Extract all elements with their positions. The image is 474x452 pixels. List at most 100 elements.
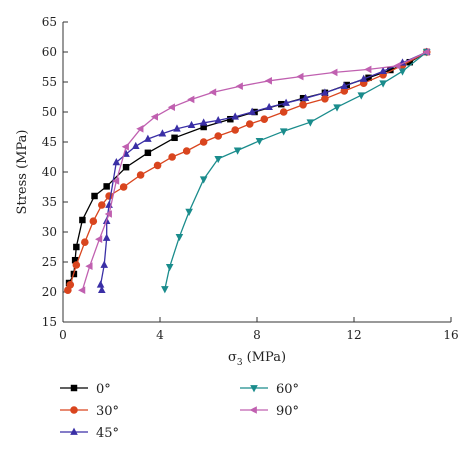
data-point: [73, 243, 80, 251]
data-point: [199, 138, 208, 146]
x-axis-label-symbol: σ: [228, 350, 237, 365]
data-point: [208, 88, 217, 96]
data-point: [103, 183, 110, 190]
data-point: [260, 115, 269, 123]
legend-label: 30°: [96, 404, 119, 419]
data-point: [119, 183, 128, 191]
data-point: [79, 216, 86, 224]
chart-series: [64, 47, 431, 295]
data-point: [173, 124, 181, 132]
x-tick-label: 16: [443, 328, 458, 342]
data-point: [136, 171, 145, 179]
legend-marker: [249, 406, 257, 414]
data-point: [144, 134, 152, 142]
data-point: [199, 118, 208, 126]
data-point: [168, 153, 176, 161]
data-point: [255, 137, 264, 146]
data-point: [282, 98, 290, 106]
data-point: [121, 143, 129, 151]
data-point: [398, 68, 407, 76]
x-tick-label: 8: [253, 328, 261, 342]
data-point: [185, 208, 193, 216]
data-point: [393, 62, 401, 70]
series-2: [64, 48, 431, 295]
data-point: [100, 260, 109, 268]
data-point: [171, 134, 178, 142]
data-point: [379, 66, 387, 75]
x-axis-label: σ3 (MPa): [228, 350, 286, 368]
x-tick-label: 12: [346, 328, 361, 342]
data-point: [102, 233, 111, 241]
series-line: [164, 51, 428, 290]
data-point: [122, 163, 130, 171]
y-tick-label: 50: [42, 105, 57, 119]
data-point: [233, 147, 242, 155]
legend-label: 0°: [96, 382, 111, 397]
data-point: [279, 108, 288, 116]
data-point: [299, 101, 307, 109]
data-point: [265, 102, 273, 111]
legend-item: 45°: [60, 426, 119, 441]
data-point: [131, 141, 140, 150]
data-point: [279, 128, 288, 136]
data-point: [136, 125, 144, 133]
data-point: [359, 74, 368, 82]
legend-item: 60°: [240, 382, 299, 397]
data-point: [72, 261, 81, 269]
data-point: [227, 115, 234, 123]
legend-marker: [70, 406, 78, 414]
data-point: [333, 104, 341, 112]
chart-legend: 0° 30° 45° 60° 90°: [60, 382, 299, 441]
data-point: [150, 113, 158, 121]
chart-axes: 15 20 25 30 35 40 45 50 55 60 65 0 4 8 12 16: [42, 15, 459, 342]
x-axis-label-unit: (MPa): [243, 350, 287, 365]
data-point: [200, 123, 207, 131]
data-point: [161, 286, 169, 294]
data-point: [235, 82, 243, 90]
y-tick-label: 60: [42, 45, 57, 59]
x-axis-label-subscript: 3: [237, 358, 243, 368]
x-tick-label: 4: [156, 328, 164, 342]
y-tick-label: 30: [42, 225, 57, 239]
data-point: [81, 238, 89, 246]
data-point: [78, 286, 86, 294]
series-line: [99, 51, 428, 291]
data-point: [306, 119, 315, 127]
data-point: [264, 77, 272, 85]
data-point: [111, 177, 120, 185]
series-4: [161, 49, 431, 294]
data-point: [158, 129, 167, 137]
y-axis-label: Stress (MPa): [15, 130, 30, 215]
data-point: [214, 155, 222, 164]
data-point: [66, 281, 75, 289]
legend-item: 0°: [60, 382, 111, 397]
data-point: [182, 147, 191, 155]
legend-marker: [70, 427, 78, 435]
data-point: [406, 58, 414, 66]
data-point: [231, 126, 239, 134]
data-point: [98, 285, 106, 294]
y-tick-label: 20: [42, 285, 57, 299]
legend-marker: [70, 384, 78, 392]
data-point: [89, 217, 98, 225]
data-point: [330, 68, 338, 77]
data-point: [105, 192, 113, 200]
y-tick-label: 65: [42, 15, 57, 29]
data-point: [321, 88, 329, 96]
data-point: [144, 149, 152, 157]
data-point: [357, 92, 366, 100]
data-point: [364, 65, 372, 74]
data-point: [98, 201, 106, 209]
y-tick-label: 55: [42, 75, 57, 89]
legend-item: 90°: [240, 404, 299, 419]
y-tick-label: 15: [42, 315, 57, 329]
series-5: [78, 48, 430, 294]
y-tick-label: 45: [42, 135, 57, 149]
data-point: [96, 280, 105, 288]
legend-marker: [250, 385, 258, 393]
data-point: [340, 81, 349, 90]
data-point: [199, 176, 208, 184]
data-point: [379, 80, 387, 88]
data-point: [245, 120, 254, 128]
data-point: [112, 158, 121, 166]
